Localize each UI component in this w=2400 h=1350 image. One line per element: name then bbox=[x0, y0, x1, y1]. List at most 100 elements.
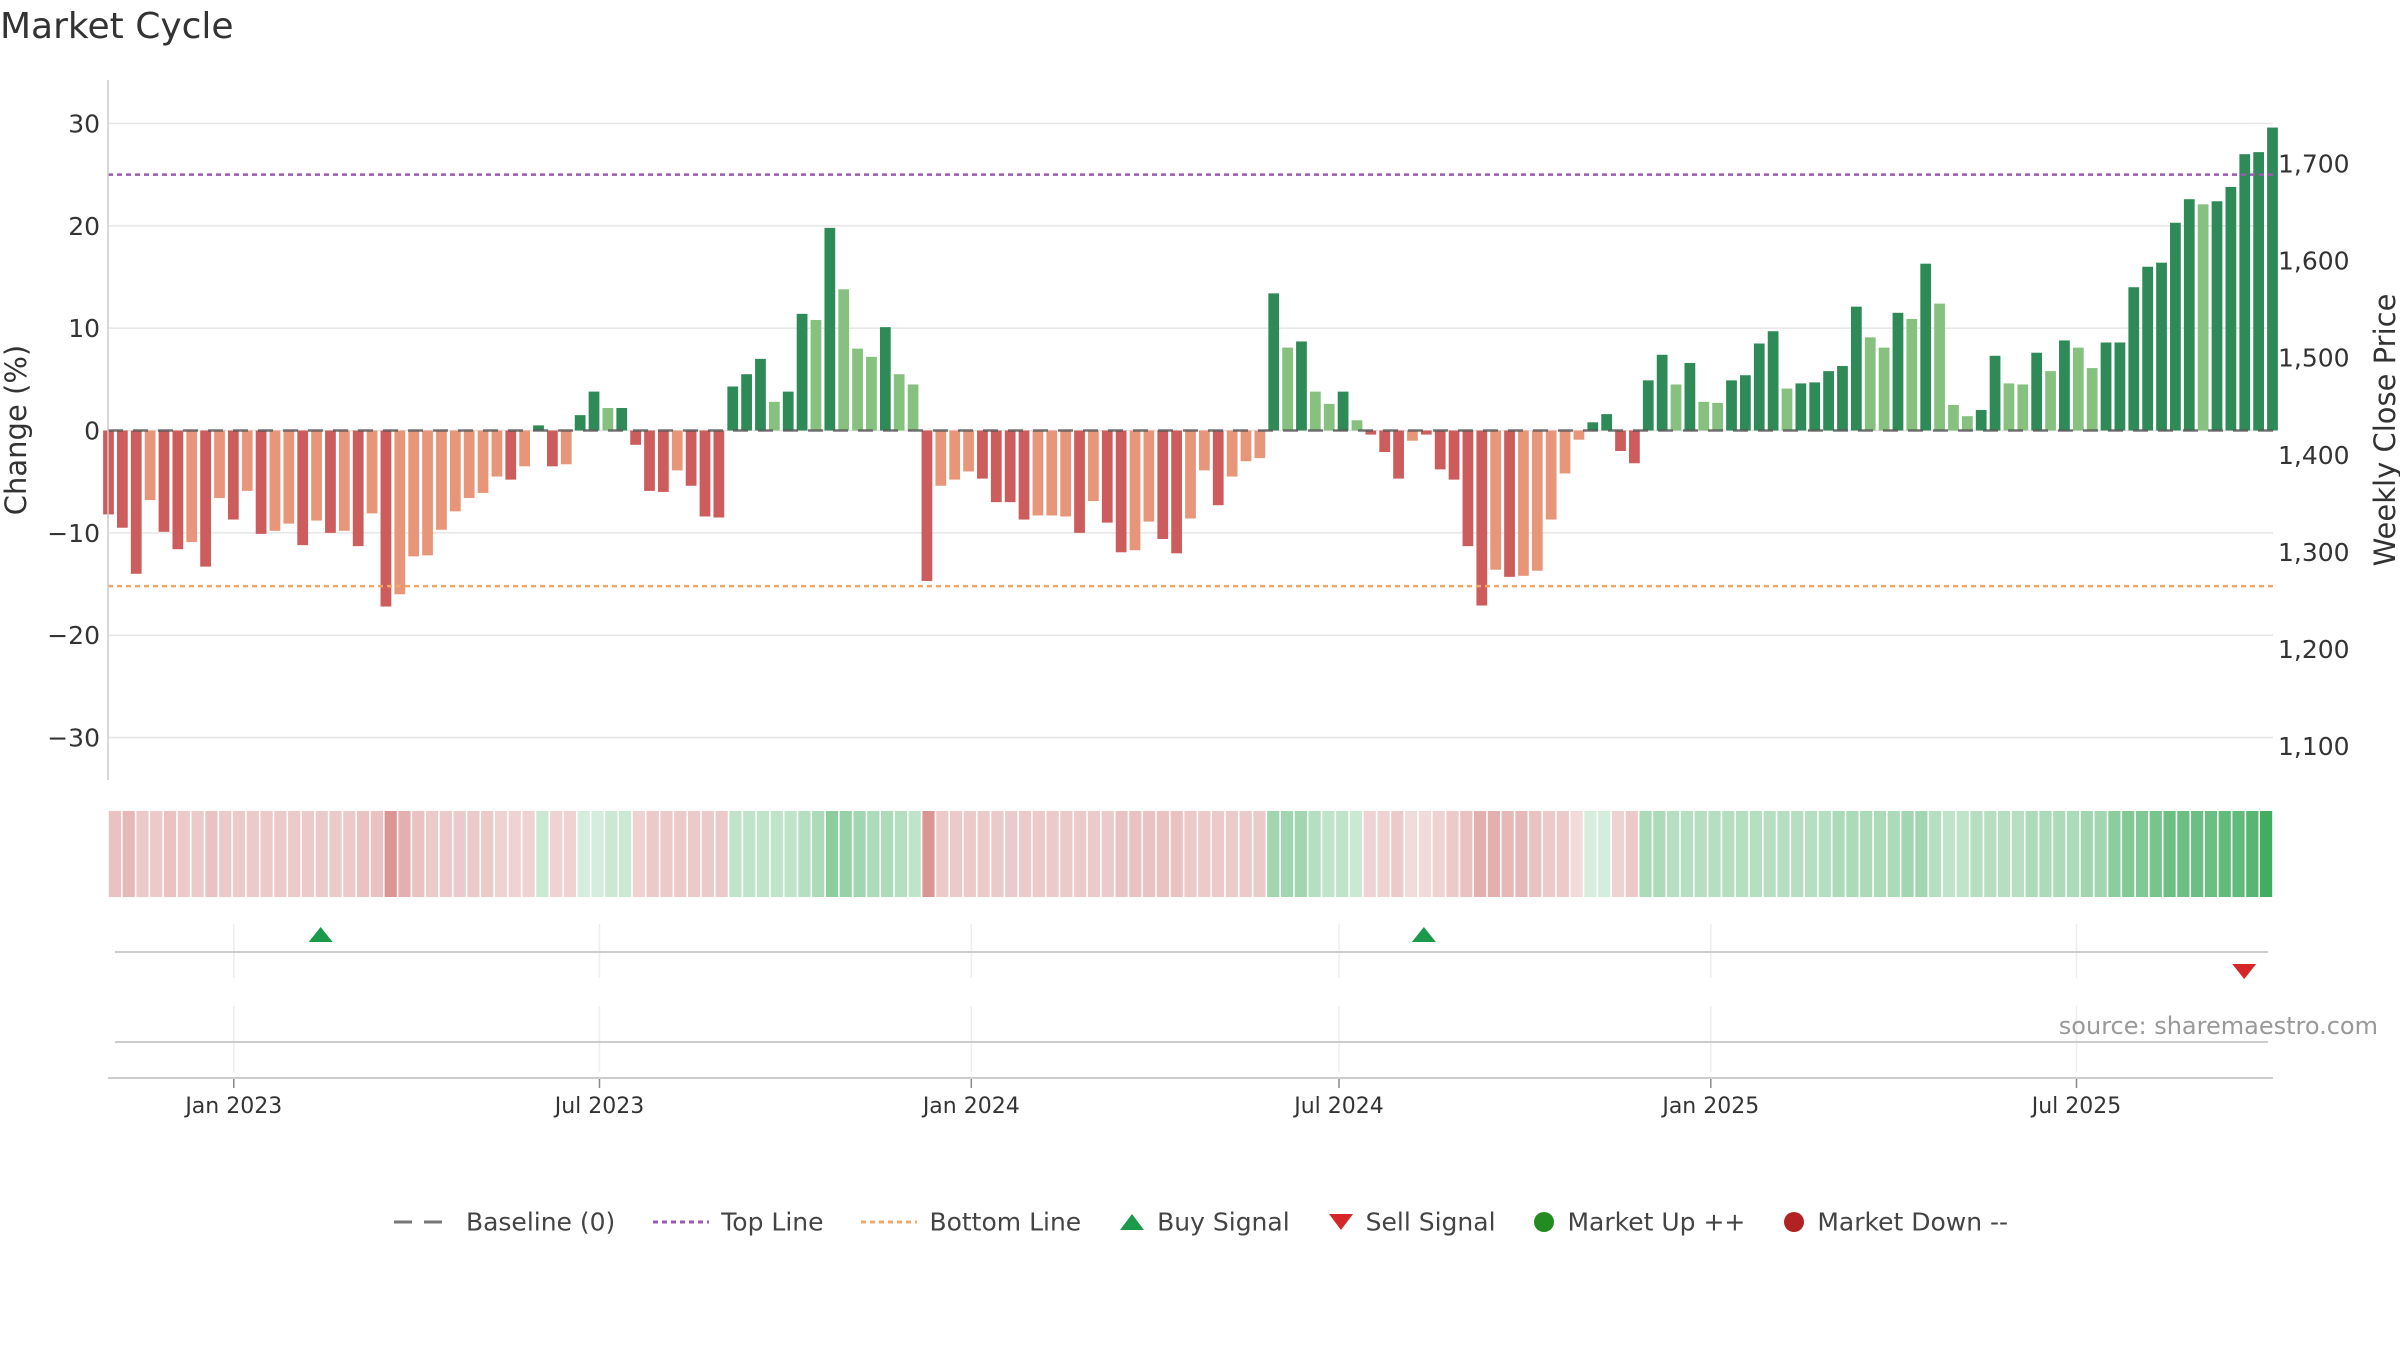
heat-strip bbox=[108, 811, 2273, 897]
legend-sell-signal[interactable]: Sell Signal bbox=[1326, 1206, 1496, 1237]
grid-lines bbox=[108, 122, 2273, 1072]
heat-cell bbox=[1198, 811, 1211, 897]
bar bbox=[352, 430, 364, 547]
bar bbox=[824, 227, 836, 431]
heat-cell bbox=[1308, 811, 1321, 897]
legend-bottom-line[interactable]: Bottom Line bbox=[859, 1206, 1081, 1236]
bar bbox=[422, 430, 433, 556]
bar bbox=[977, 430, 988, 479]
heat-cell bbox=[439, 811, 452, 897]
bar bbox=[1642, 380, 1654, 431]
bar bbox=[1948, 404, 1959, 431]
legend-label: Sell Signal bbox=[1365, 1207, 1496, 1237]
bar bbox=[1573, 430, 1585, 440]
bar bbox=[1309, 391, 1321, 431]
heat-cell bbox=[1694, 811, 1707, 897]
bar bbox=[2100, 342, 2112, 431]
legend-label: Buy Signal bbox=[1157, 1207, 1290, 1237]
y2-tick-label: 1,700 bbox=[2278, 150, 2350, 179]
bar bbox=[1240, 430, 1252, 462]
heat-cell bbox=[1804, 811, 1818, 897]
bar bbox=[1268, 293, 1280, 431]
y-tick-label: 20 bbox=[68, 212, 100, 241]
heat-cell bbox=[2025, 811, 2038, 897]
bar bbox=[1601, 414, 1613, 431]
bar bbox=[657, 430, 669, 492]
bar bbox=[1975, 410, 1987, 431]
bar bbox=[311, 430, 322, 521]
bar bbox=[186, 430, 198, 543]
bar bbox=[144, 430, 156, 501]
bar bbox=[1198, 430, 1210, 471]
bar bbox=[1518, 430, 1529, 576]
market-cycle-chart: 30 20 10 0 −10 −20 −30 1,700 1,600 1,500 1,400 1,30… bbox=[0, 80, 2400, 1119]
heat-cell bbox=[1653, 811, 1666, 897]
heat-cell bbox=[1322, 811, 1335, 897]
heat-cell bbox=[1101, 811, 1114, 897]
bar bbox=[2170, 222, 2181, 431]
bar bbox=[2211, 201, 2223, 431]
bar bbox=[1171, 430, 1183, 554]
buy-signal bbox=[1411, 927, 1436, 942]
bar bbox=[2156, 262, 2167, 431]
heat-cell bbox=[2094, 811, 2107, 897]
heat-cell bbox=[1487, 811, 1500, 897]
dash-line-icon bbox=[393, 1220, 454, 1224]
bar bbox=[2059, 340, 2070, 431]
heat-cell bbox=[1349, 811, 1363, 897]
bar bbox=[2086, 368, 2098, 431]
bar bbox=[630, 430, 642, 445]
bar bbox=[172, 430, 184, 550]
heat-cell bbox=[370, 811, 383, 897]
bar bbox=[1934, 303, 1945, 431]
heat-cell bbox=[867, 811, 880, 897]
bar bbox=[297, 430, 309, 546]
heat-cell bbox=[412, 811, 425, 897]
y2-tick-label: 1,200 bbox=[2278, 635, 2350, 664]
bar bbox=[1365, 430, 1377, 435]
y2-tick-label: 1,600 bbox=[2278, 247, 2350, 276]
heat-cell bbox=[550, 811, 563, 897]
legend-label: Market Up ++ bbox=[1567, 1207, 1746, 1237]
bar bbox=[130, 430, 142, 574]
legend-label: Top Line bbox=[721, 1207, 824, 1237]
heat-cell bbox=[1970, 811, 1983, 897]
bar bbox=[200, 430, 211, 567]
bar bbox=[1864, 337, 1876, 431]
heat-cell bbox=[274, 811, 287, 897]
bar bbox=[644, 430, 655, 491]
bar bbox=[1504, 430, 1515, 577]
heat-cell bbox=[825, 811, 839, 897]
bar bbox=[255, 430, 267, 534]
circle-icon bbox=[1534, 1211, 1555, 1232]
heat-cell bbox=[660, 811, 673, 897]
heat-cell bbox=[522, 811, 535, 897]
bar bbox=[1088, 430, 1099, 502]
heat-cell bbox=[1032, 811, 1045, 897]
heat-cell bbox=[977, 811, 990, 897]
legend-baseline[interactable]: Baseline (0) bbox=[392, 1206, 615, 1236]
bar bbox=[1712, 402, 1724, 431]
bar bbox=[2225, 186, 2237, 431]
bar bbox=[1185, 430, 1196, 519]
heat-cell bbox=[1432, 811, 1445, 897]
bar bbox=[1393, 430, 1404, 479]
heat-cell bbox=[1749, 811, 1762, 897]
bar bbox=[741, 374, 752, 431]
heat-cell bbox=[1708, 811, 1721, 897]
legend-buy-signal[interactable]: Buy Signal bbox=[1117, 1206, 1290, 1237]
legend-market-up[interactable]: Market Up ++ bbox=[1531, 1206, 1746, 1237]
heat-cell bbox=[205, 811, 218, 897]
heat-cell bbox=[150, 811, 163, 897]
heat-cell bbox=[1846, 811, 1859, 897]
bar bbox=[2072, 347, 2084, 431]
bar bbox=[796, 313, 808, 431]
heat-cell bbox=[1998, 811, 2011, 897]
legend-top-line[interactable]: Top Line bbox=[651, 1206, 824, 1237]
heat-cell bbox=[1667, 811, 1680, 897]
bar bbox=[879, 327, 891, 431]
heat-cell bbox=[1418, 811, 1432, 897]
bar bbox=[768, 401, 780, 431]
legend-market-down[interactable]: Market Down -- bbox=[1781, 1206, 2008, 1236]
heat-cell bbox=[453, 811, 466, 897]
